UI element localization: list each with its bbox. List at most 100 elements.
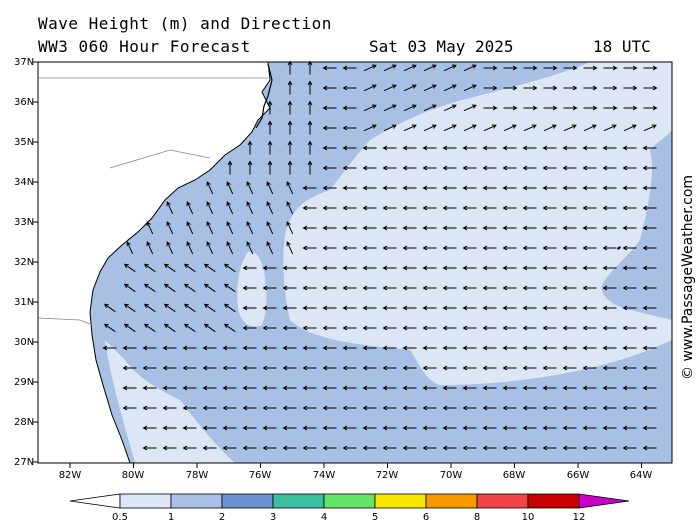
lat-label: 28N [14,417,34,428]
wave-direction-arrow [322,245,337,251]
wave-direction-arrow [542,165,557,171]
wave-direction-arrow [403,104,417,112]
wave-direction-arrow [623,124,637,132]
wave-direction-arrow [542,285,557,291]
wave-direction-arrow [382,165,397,171]
wave-direction-arrow [183,323,196,333]
wave-direction-arrow [563,124,577,132]
wave-direction-arrow [342,165,357,171]
wave-direction-arrow [383,64,397,72]
wave-direction-arrow [123,263,136,273]
wave-direction-arrow [562,245,577,251]
legend-swatch [170,493,223,509]
wave-direction-arrow [562,445,577,451]
wave-direction-arrow [482,425,497,431]
wave-direction-arrow [482,225,497,231]
wave-direction-arrow [282,285,297,291]
lon-label: 66W [567,470,590,481]
wave-direction-arrow [342,145,357,151]
wave-direction-arrow [182,345,197,351]
legend-tick: 8 [474,512,480,523]
wave-direction-arrow [542,365,557,371]
wave-direction-arrow [382,305,397,311]
wave-direction-arrow [542,445,557,451]
wave-direction-arrow [286,221,294,235]
wave-direction-arrow [242,365,257,371]
wave-direction-arrow [462,385,477,391]
wave-direction-arrow [482,305,497,311]
legend-swatch [221,493,274,509]
wave-direction-arrow [503,65,518,71]
wave-direction-arrow [183,303,196,313]
wave-direction-arrow [483,105,498,111]
wave-direction-arrow [462,345,477,351]
wave-direction-arrow [262,345,277,351]
wave-direction-arrow [502,325,517,331]
wave-direction-arrow [262,405,277,411]
wave-direction-arrow [103,323,116,333]
legend-left-arrow [69,493,121,509]
wave-band-light-south [105,340,235,463]
lat-label: 33N [14,217,34,228]
wave-direction-arrow [302,425,317,431]
wave-direction-arrow [523,105,538,111]
wave-direction-arrow [382,365,397,371]
wave-direction-arrow [246,241,254,255]
wave-direction-arrow [102,345,117,351]
wave-direction-arrow [522,165,537,171]
wave-direction-arrow [422,445,437,451]
wave-direction-arrow [642,445,657,451]
wave-direction-arrow [522,445,537,451]
wave-direction-arrow [307,60,313,75]
state-borders [38,77,268,326]
wave-direction-arrow [422,165,437,171]
wave-direction-arrow [302,325,317,331]
wave-direction-arrow [266,221,274,235]
wave-direction-arrow [402,345,417,351]
wave-direction-arrow [523,65,538,71]
wave-direction-arrow [282,325,297,331]
wave-direction-arrow [622,405,637,411]
wave-direction-arrow [562,405,577,411]
wave-direction-arrow [402,165,417,171]
wave-direction-arrow [602,325,617,331]
wave-direction-arrow [602,265,617,271]
wave-direction-arrow [442,305,457,311]
wave-direction-arrow [322,405,337,411]
wave-direction-arrow [562,305,577,311]
wave-direction-arrow [242,425,257,431]
wave-direction-arrow [622,345,637,351]
wave-direction-arrow [322,205,337,211]
wave-direction-arrow [267,160,273,175]
wave-direction-arrow [282,305,297,311]
wave-direction-arrow [642,165,657,171]
wave-direction-arrow [262,285,277,291]
wave-direction-arrow [302,285,317,291]
wave-direction-arrow [562,365,577,371]
wave-direction-arrow [462,205,477,211]
wave-direction-arrow [442,345,457,351]
wave-direction-arrow [242,285,257,291]
wave-direction-arrow [502,265,517,271]
wave-direction-arrow [202,365,217,371]
wave-direction-arrow [543,105,558,111]
wave-direction-arrow [342,425,357,431]
wave-direction-arrow [342,265,357,271]
wave-direction-arrow [182,385,197,391]
wave-direction-arrow [402,265,417,271]
wave-direction-arrow [443,84,457,92]
legend-swatch [374,493,427,509]
wave-direction-arrow [307,120,313,135]
wave-direction-arrow [182,425,197,431]
legend-swatch [323,493,376,509]
wave-direction-arrow [622,425,637,431]
wave-direction-arrow [523,124,537,132]
wave-direction-arrow [362,425,377,431]
wave-direction-arrow [542,385,557,391]
wave-direction-arrow [182,405,197,411]
wave-direction-arrow [382,385,397,391]
wave-direction-arrow [422,185,437,191]
wave-direction-arrow [642,145,657,151]
wave-direction-arrow [267,140,273,155]
lon-label: 82W [59,470,82,481]
